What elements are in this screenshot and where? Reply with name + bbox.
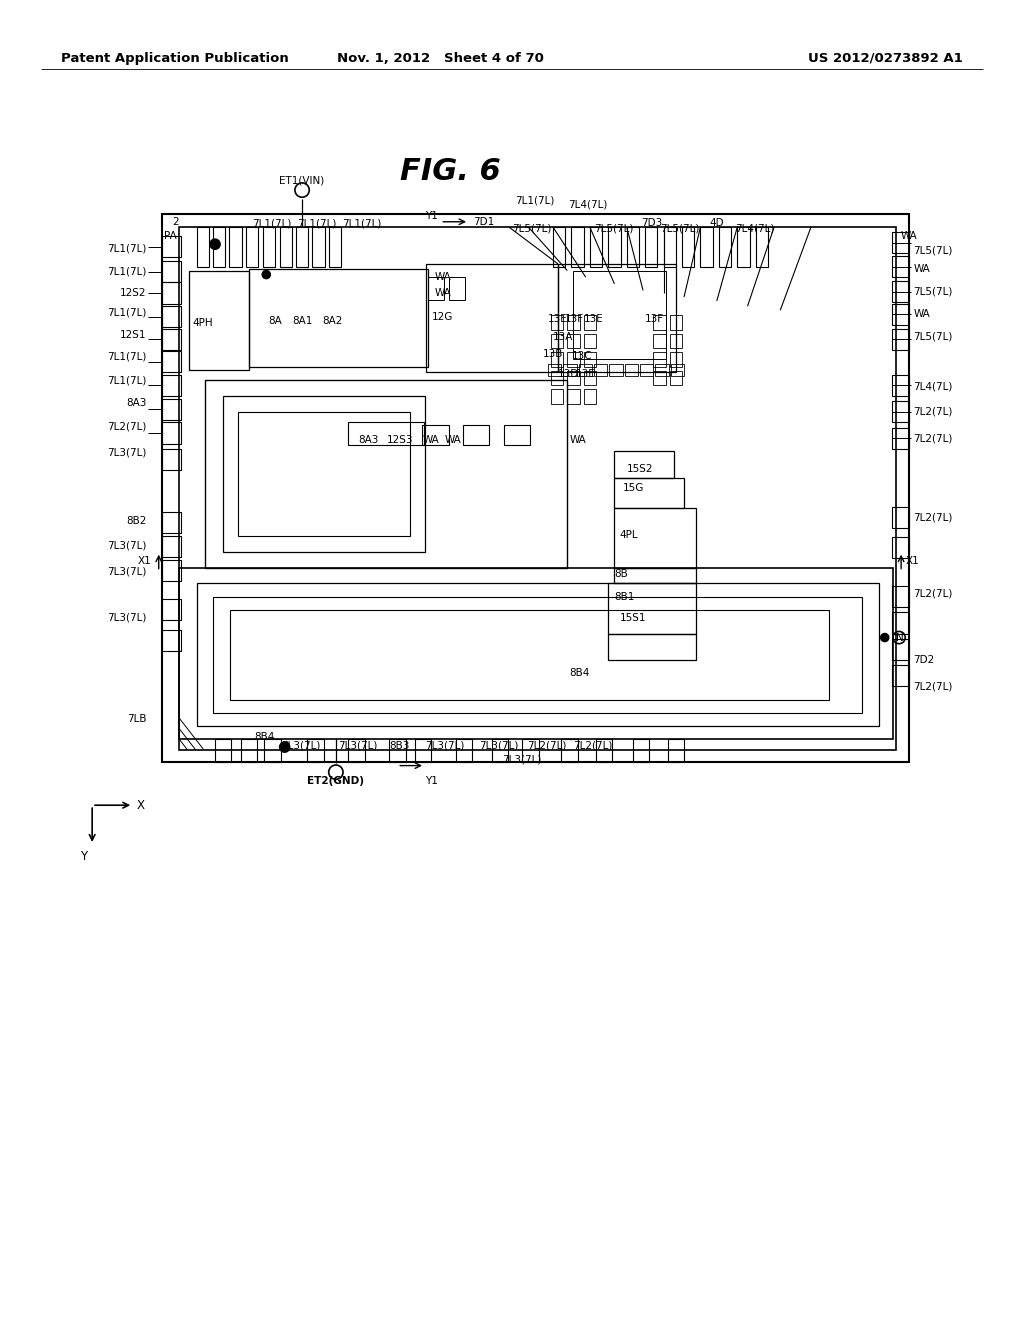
Text: WA: WA xyxy=(901,231,918,242)
Text: 12S1: 12S1 xyxy=(120,330,146,341)
Text: 13E: 13E xyxy=(584,314,603,325)
Text: 7D3: 7D3 xyxy=(641,218,663,228)
Text: Y: Y xyxy=(81,850,87,863)
Text: 7D1: 7D1 xyxy=(473,216,495,227)
Text: 7L2(7L): 7L2(7L) xyxy=(108,421,146,432)
Text: 7L3(7L): 7L3(7L) xyxy=(108,540,146,550)
Text: 4PL: 4PL xyxy=(620,529,638,540)
Text: 8B4: 8B4 xyxy=(569,668,590,678)
Text: 7L3(7L): 7L3(7L) xyxy=(338,741,377,751)
Text: 7L5(7L): 7L5(7L) xyxy=(512,223,551,234)
Text: 7L1(7L): 7L1(7L) xyxy=(108,375,146,385)
Text: 7L5(7L): 7L5(7L) xyxy=(594,223,633,234)
Text: ET2(GND): ET2(GND) xyxy=(307,776,365,787)
Text: 7L5(7L): 7L5(7L) xyxy=(660,223,699,234)
Text: 7L1(7L): 7L1(7L) xyxy=(515,195,554,206)
Circle shape xyxy=(210,239,220,249)
Text: WA: WA xyxy=(434,272,451,282)
Text: 12G: 12G xyxy=(432,312,454,322)
Text: 7L3(7L): 7L3(7L) xyxy=(108,612,146,623)
Circle shape xyxy=(280,742,290,752)
Text: 8B2: 8B2 xyxy=(126,516,146,527)
Text: 7L3(7L): 7L3(7L) xyxy=(479,741,518,751)
Text: 7L2(7L): 7L2(7L) xyxy=(527,741,566,751)
Text: 13D: 13D xyxy=(558,368,580,379)
Text: 7L1(7L): 7L1(7L) xyxy=(108,267,146,277)
Text: 15S2: 15S2 xyxy=(627,463,653,474)
Text: 2: 2 xyxy=(172,216,178,227)
Text: WA: WA xyxy=(423,434,439,445)
Text: 7L2(7L): 7L2(7L) xyxy=(913,681,952,692)
Text: X1: X1 xyxy=(138,556,152,566)
Text: 15G: 15G xyxy=(623,483,644,494)
Text: 7L5(7L): 7L5(7L) xyxy=(913,246,952,256)
Text: 13B: 13B xyxy=(543,348,563,359)
Text: Patent Application Publication: Patent Application Publication xyxy=(61,51,289,65)
Text: 8A3: 8A3 xyxy=(126,397,146,408)
Text: 7L1(7L): 7L1(7L) xyxy=(108,243,146,253)
Text: 8A1: 8A1 xyxy=(292,315,312,326)
Text: 7L1(7L): 7L1(7L) xyxy=(108,308,146,318)
Text: 12S2: 12S2 xyxy=(120,288,146,298)
Text: X1: X1 xyxy=(905,556,919,566)
Text: 7L2(7L): 7L2(7L) xyxy=(573,741,612,751)
Circle shape xyxy=(262,271,270,279)
Text: Nov. 1, 2012   Sheet 4 of 70: Nov. 1, 2012 Sheet 4 of 70 xyxy=(337,51,544,65)
Text: 8B1: 8B1 xyxy=(614,591,635,602)
Text: 4D: 4D xyxy=(710,218,724,228)
Text: Y1: Y1 xyxy=(425,211,438,222)
Text: 7L4(7L): 7L4(7L) xyxy=(568,199,607,210)
Text: 13C: 13C xyxy=(571,351,592,362)
Text: 15S1: 15S1 xyxy=(620,612,646,623)
Text: 8B3: 8B3 xyxy=(389,741,410,751)
Text: PA: PA xyxy=(164,231,176,242)
Text: 7L1(7L): 7L1(7L) xyxy=(252,218,291,228)
Text: 13E: 13E xyxy=(548,314,567,325)
Text: N: N xyxy=(896,632,904,643)
Text: FIG. 6: FIG. 6 xyxy=(400,157,501,186)
Text: WA: WA xyxy=(434,288,451,298)
Text: US 2012/0273892 A1: US 2012/0273892 A1 xyxy=(808,51,963,65)
Text: WA: WA xyxy=(569,434,586,445)
Text: 7L2(7L): 7L2(7L) xyxy=(913,433,952,444)
Text: 7L3(7L): 7L3(7L) xyxy=(282,741,321,751)
Text: 13F: 13F xyxy=(645,314,665,325)
Text: 7L1(7L): 7L1(7L) xyxy=(342,218,381,228)
Text: 12S3: 12S3 xyxy=(387,434,414,445)
Text: 7L4(7L): 7L4(7L) xyxy=(913,381,952,392)
Text: 13F: 13F xyxy=(565,314,585,325)
Text: 8B: 8B xyxy=(614,569,628,579)
Text: ET1(VIN): ET1(VIN) xyxy=(280,176,325,186)
Text: 7L5(7L): 7L5(7L) xyxy=(913,331,952,342)
Text: 8A2: 8A2 xyxy=(323,315,343,326)
Text: Y1: Y1 xyxy=(425,776,438,787)
Text: WA: WA xyxy=(913,264,930,275)
Text: 7L3(7L): 7L3(7L) xyxy=(108,566,146,577)
Text: 8A3: 8A3 xyxy=(358,434,379,445)
Text: 7L1(7L): 7L1(7L) xyxy=(108,351,146,362)
Text: 8B4: 8B4 xyxy=(254,731,274,742)
Text: WA: WA xyxy=(444,434,461,445)
Text: 4PH: 4PH xyxy=(193,318,213,329)
Text: 7L2(7L): 7L2(7L) xyxy=(913,407,952,417)
Text: 7L2(7L): 7L2(7L) xyxy=(913,512,952,523)
Text: 7L3(7L): 7L3(7L) xyxy=(425,741,464,751)
Text: 7L3(7L): 7L3(7L) xyxy=(108,447,146,458)
Text: 13E: 13E xyxy=(575,368,595,379)
Text: X: X xyxy=(136,799,144,812)
Text: 7L4(7L): 7L4(7L) xyxy=(735,223,774,234)
Text: 8A: 8A xyxy=(268,315,282,326)
Text: 13A: 13A xyxy=(553,331,573,342)
Circle shape xyxy=(881,634,889,642)
Text: 7L3(7L): 7L3(7L) xyxy=(502,754,541,764)
Text: 7L5(7L): 7L5(7L) xyxy=(913,286,952,297)
Text: 7LB: 7LB xyxy=(127,714,146,725)
Text: 7D2: 7D2 xyxy=(913,655,935,665)
Text: 7L2(7L): 7L2(7L) xyxy=(913,589,952,599)
Text: WA: WA xyxy=(913,309,930,319)
Text: 7L1(7L): 7L1(7L) xyxy=(297,218,336,228)
